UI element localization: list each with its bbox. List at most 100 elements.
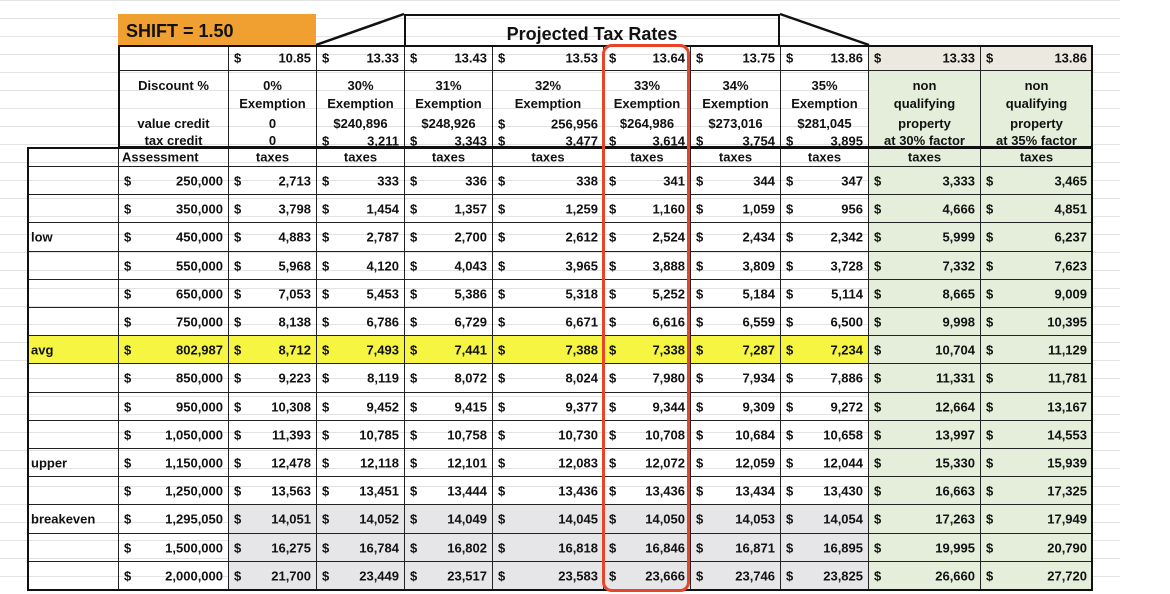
tax-cell[interactable]: $1,357 <box>404 194 493 223</box>
tax-cell[interactable]: $12,059 <box>690 448 781 477</box>
tax-cell[interactable]: $12,478 <box>228 448 317 477</box>
taxes-header[interactable]: taxes <box>980 147 1093 167</box>
tax-cell[interactable]: $9,998 <box>868 307 981 336</box>
tax-cell[interactable]: $14,045 <box>492 504 604 534</box>
taxes-header[interactable]: taxes <box>868 147 981 167</box>
tax-cell[interactable]: $347 <box>780 166 869 195</box>
tax-cell[interactable]: $15,939 <box>980 448 1093 477</box>
tax-cell[interactable]: $16,663 <box>868 476 981 505</box>
tax-cell[interactable]: $8,119 <box>316 363 405 393</box>
tax-cell[interactable]: $3,888 <box>603 251 691 280</box>
column-header[interactable]: 0% Exemption 0 0 <box>228 70 317 148</box>
tax-cell[interactable]: $1,259 <box>492 194 604 223</box>
tax-cell[interactable]: $23,517 <box>404 561 493 590</box>
tax-cell[interactable]: $5,184 <box>690 279 781 308</box>
tax-cell[interactable]: $2,612 <box>492 222 604 252</box>
assessment-cell[interactable]: $1,500,000 <box>118 533 229 562</box>
tax-cell[interactable]: $14,052 <box>316 504 405 534</box>
tax-cell[interactable]: $6,500 <box>780 307 869 336</box>
assessment-cell[interactable]: $350,000 <box>118 194 229 223</box>
assessment-cell[interactable]: $450,000 <box>118 222 229 252</box>
tax-cell[interactable]: $5,114 <box>780 279 869 308</box>
tax-cell[interactable]: $4,043 <box>404 251 493 280</box>
shift-cell[interactable]: SHIFT = 1.50 <box>118 14 316 45</box>
tax-cell[interactable]: $4,883 <box>228 222 317 252</box>
assessment-cell[interactable]: $550,000 <box>118 251 229 280</box>
tax-cell[interactable]: $336 <box>404 166 493 195</box>
row-label[interactable] <box>27 251 119 280</box>
tax-cell[interactable]: $13,430 <box>780 476 869 505</box>
tax-cell[interactable]: $1,059 <box>690 194 781 223</box>
tax-cell[interactable]: $16,275 <box>228 533 317 562</box>
taxes-header[interactable]: taxes <box>228 147 317 167</box>
rate-cell[interactable]: $13.86 <box>980 45 1093 71</box>
tax-cell[interactable]: $23,746 <box>690 561 781 590</box>
row-label[interactable] <box>27 533 119 562</box>
tax-cell[interactable]: $12,101 <box>404 448 493 477</box>
tax-cell[interactable]: $14,054 <box>780 504 869 534</box>
tax-cell[interactable]: $20,790 <box>980 533 1093 562</box>
tax-cell[interactable]: $7,332 <box>868 251 981 280</box>
tax-cell[interactable]: $2,787 <box>316 222 405 252</box>
tax-cell[interactable]: $4,666 <box>868 194 981 223</box>
assessment-cell[interactable]: $1,050,000 <box>118 420 229 449</box>
tax-cell[interactable]: $13,436 <box>603 476 691 505</box>
row-label[interactable]: low <box>27 222 119 252</box>
tax-cell[interactable]: $1,454 <box>316 194 405 223</box>
row-label[interactable]: breakeven <box>27 504 119 534</box>
column-header[interactable]: 32% Exemption $256,956 $3,477 <box>492 70 604 148</box>
rate-cell[interactable]: $13.64 <box>603 45 691 71</box>
tax-cell[interactable]: $7,623 <box>980 251 1093 280</box>
tax-cell[interactable]: $23,583 <box>492 561 604 590</box>
row-label[interactable] <box>27 194 119 223</box>
assessment-cell[interactable]: $650,000 <box>118 279 229 308</box>
tax-cell[interactable]: $14,051 <box>228 504 317 534</box>
tax-cell[interactable]: $3,809 <box>690 251 781 280</box>
tax-cell[interactable]: $13,444 <box>404 476 493 505</box>
column-header[interactable]: 30% Exemption $240,896 $3,211 <box>316 70 405 148</box>
rate-cell[interactable]: $13.53 <box>492 45 604 71</box>
tax-cell[interactable]: $4,851 <box>980 194 1093 223</box>
rate-cell[interactable]: $10.85 <box>228 45 317 71</box>
taxes-header[interactable]: taxes <box>316 147 405 167</box>
tax-cell[interactable]: $15,330 <box>868 448 981 477</box>
tax-cell[interactable]: $7,980 <box>603 363 691 393</box>
row-label[interactable] <box>27 392 119 421</box>
row-label[interactable] <box>27 476 119 505</box>
assessment-cell[interactable]: $802,987 <box>118 335 229 364</box>
tax-cell[interactable]: $3,798 <box>228 194 317 223</box>
tax-cell[interactable]: $7,493 <box>316 335 405 364</box>
tax-cell[interactable]: $5,252 <box>603 279 691 308</box>
tax-cell[interactable]: $19,995 <box>868 533 981 562</box>
tax-cell[interactable]: $14,553 <box>980 420 1093 449</box>
tax-cell[interactable]: $10,708 <box>603 420 691 449</box>
tax-cell[interactable]: $956 <box>780 194 869 223</box>
tax-cell[interactable]: $9,415 <box>404 392 493 421</box>
tax-cell[interactable]: $13,451 <box>316 476 405 505</box>
tax-cell[interactable]: $3,728 <box>780 251 869 280</box>
assessment-cell[interactable]: $250,000 <box>118 166 229 195</box>
tax-cell[interactable]: $6,559 <box>690 307 781 336</box>
tax-cell[interactable]: $3,465 <box>980 166 1093 195</box>
tax-cell[interactable]: $10,658 <box>780 420 869 449</box>
assessment-header[interactable]: Assessment <box>118 147 229 167</box>
tax-cell[interactable]: $12,083 <box>492 448 604 477</box>
tax-cell[interactable]: $344 <box>690 166 781 195</box>
tax-cell[interactable]: $4,120 <box>316 251 405 280</box>
tax-cell[interactable]: $5,453 <box>316 279 405 308</box>
tax-cell[interactable]: $11,331 <box>868 363 981 393</box>
tax-cell[interactable]: $7,053 <box>228 279 317 308</box>
tax-cell[interactable]: $2,342 <box>780 222 869 252</box>
assessment-cell[interactable]: $1,150,000 <box>118 448 229 477</box>
tax-cell[interactable]: $3,965 <box>492 251 604 280</box>
tax-cell[interactable]: $16,871 <box>690 533 781 562</box>
tax-cell[interactable]: $10,684 <box>690 420 781 449</box>
assessment-cell[interactable]: $950,000 <box>118 392 229 421</box>
tax-cell[interactable]: $16,802 <box>404 533 493 562</box>
tax-cell[interactable]: $16,846 <box>603 533 691 562</box>
tax-cell[interactable]: $11,781 <box>980 363 1093 393</box>
tax-cell[interactable]: $16,784 <box>316 533 405 562</box>
tax-cell[interactable]: $16,818 <box>492 533 604 562</box>
tax-cell[interactable]: $9,223 <box>228 363 317 393</box>
row-label[interactable]: upper <box>27 448 119 477</box>
